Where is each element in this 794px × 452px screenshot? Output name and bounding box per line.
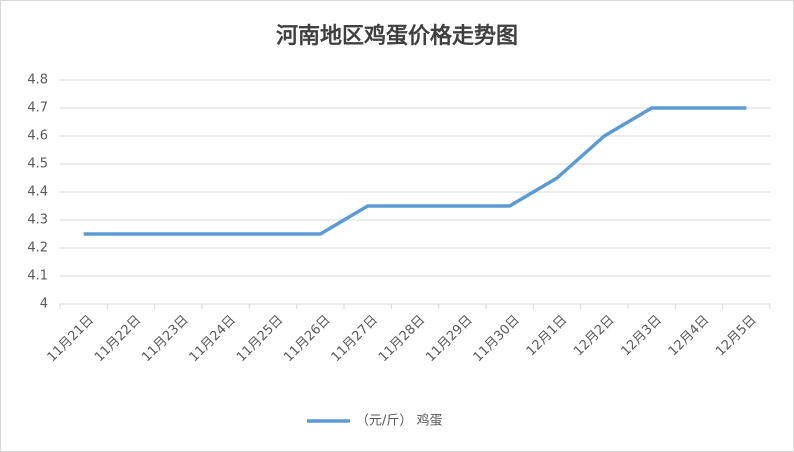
chart-title: 河南地区鸡蛋价格走势图	[276, 23, 518, 49]
y-tick-label: 4.7	[27, 101, 48, 116]
y-tick-label: 4.8	[27, 73, 48, 88]
y-tick-label: 4.4	[27, 185, 48, 200]
y-tick-label: 4.2	[27, 241, 48, 256]
y-tick-label: 4.3	[27, 213, 48, 228]
y-tick-label: 4.5	[27, 157, 48, 172]
legend-label: （元/斤） 鸡蛋	[356, 413, 443, 429]
y-tick-label: 4.6	[27, 129, 48, 144]
y-tick-label: 4	[40, 297, 48, 312]
y-tick-label: 4.1	[27, 269, 48, 284]
series-line	[83, 106, 747, 236]
